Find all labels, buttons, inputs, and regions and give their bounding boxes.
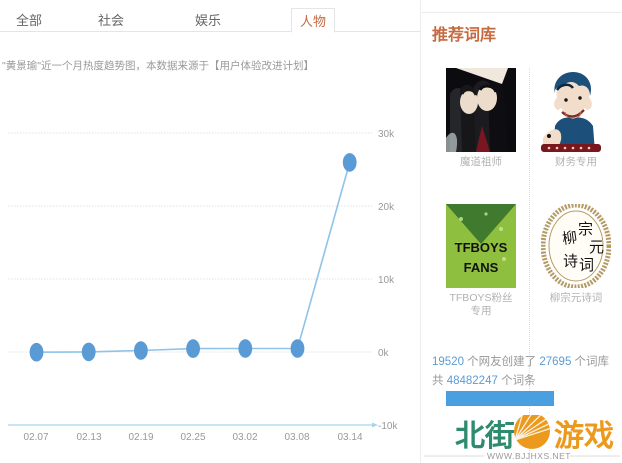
svg-text:02.25: 02.25 <box>180 432 205 443</box>
svg-text:10k: 10k <box>378 275 395 286</box>
svg-text:20k: 20k <box>378 202 395 213</box>
svg-text:宗: 宗 <box>578 220 593 238</box>
svg-text:-10k: -10k <box>378 421 398 432</box>
svg-text:柳: 柳 <box>561 229 578 248</box>
svg-text:TFBOYS: TFBOYS <box>455 240 508 255</box>
svg-text:词: 词 <box>579 257 594 274</box>
svg-text:03.14: 03.14 <box>337 432 362 443</box>
svg-text:FANS: FANS <box>464 260 499 275</box>
svg-text:游戏: 游戏 <box>554 420 614 453</box>
svg-text:02.13: 02.13 <box>76 432 101 443</box>
svg-text:02.07: 02.07 <box>23 432 48 443</box>
svg-text:北街: 北街 <box>455 420 515 453</box>
svg-text:0k: 0k <box>378 348 390 359</box>
svg-text:30k: 30k <box>378 129 395 140</box>
svg-text:元: 元 <box>589 240 604 256</box>
svg-text:WWW.BJJHXS.NET: WWW.BJJHXS.NET <box>487 451 571 461</box>
svg-text:诗: 诗 <box>563 253 578 270</box>
svg-text:02.19: 02.19 <box>128 432 153 443</box>
svg-text:03.02: 03.02 <box>232 432 257 443</box>
svg-text:03.08: 03.08 <box>284 432 309 443</box>
